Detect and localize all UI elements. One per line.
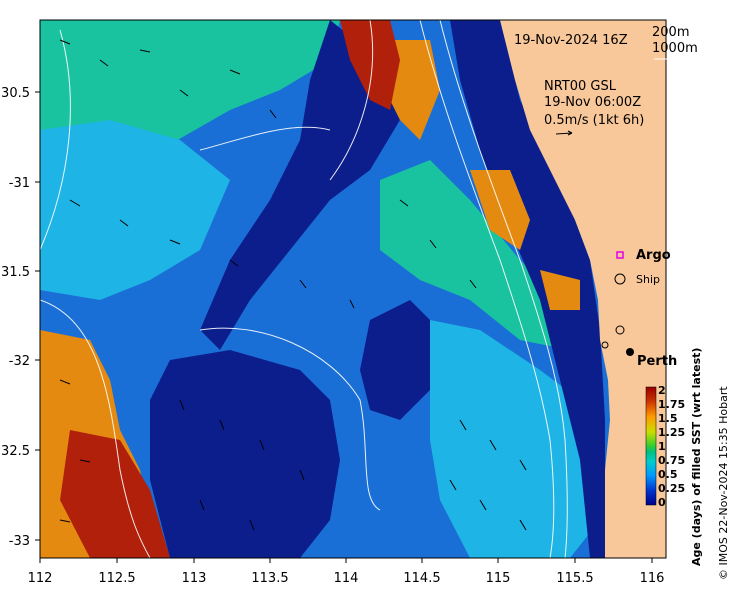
x-tick-label: 116	[640, 571, 665, 586]
isobath-label-200: 200m	[652, 25, 689, 40]
colorbar-tick: 0	[658, 496, 666, 509]
sst-patch	[430, 320, 600, 558]
colorbar-tick: 1.25	[658, 426, 685, 439]
date-label: 19-Nov-2024 16Z	[514, 33, 628, 48]
y-tick-label: 32.5	[1, 444, 30, 459]
credit-text: © IMOS 22-Nov-2024 15:35 Hobart	[717, 386, 730, 580]
colorbar	[645, 386, 657, 506]
map-field	[40, 20, 666, 558]
y-axis: 30.5 -31 31.5 -32 32.5 -33	[1, 86, 40, 549]
currents-time: 19-Nov 06:00Z	[544, 95, 641, 110]
isobath-contours	[40, 20, 568, 558]
arrow-head-icon	[567, 130, 573, 136]
sst-patch	[40, 120, 230, 300]
argo-label: Argo	[636, 248, 671, 263]
x-tick-label: 113	[182, 571, 207, 586]
colorbar-tick: 2	[658, 384, 666, 397]
isobath-label-1000: 1000m	[652, 41, 698, 56]
colorbar-tick: 1	[658, 440, 666, 453]
colorbar-tick: 0.25	[658, 482, 685, 495]
x-tick-label: 115	[486, 571, 511, 586]
x-tick-label: 114.5	[403, 571, 440, 586]
perth-marker	[626, 348, 634, 356]
x-tick-label: 113.5	[251, 571, 288, 586]
sst-patch	[450, 20, 605, 558]
colorbar-tick: 1.5	[658, 412, 678, 425]
sst-patch	[340, 20, 400, 110]
sst-patch	[380, 160, 570, 350]
current-vectors	[59, 39, 527, 531]
colorbar-tick: 0.5	[658, 468, 678, 481]
y-tick-label: -31	[9, 176, 30, 191]
land-mass	[500, 20, 666, 558]
sst-patch	[200, 20, 400, 350]
colorbar-ticks: 2 1.75 1.5 1.25 1 0.75 0.5 0.25 0	[658, 384, 685, 509]
ship-marker	[615, 325, 625, 335]
sst-patch	[360, 300, 440, 420]
x-axis: 112 112.5 113 113.5 114 114.5 115 115.5 116	[28, 558, 665, 586]
city-label: Perth	[637, 354, 677, 369]
scale-arrow-icon	[555, 132, 573, 135]
y-tick-label: 31.5	[1, 265, 30, 280]
x-tick-label: 115.5	[556, 571, 593, 586]
ship-marker	[601, 341, 609, 349]
argo-icon	[616, 251, 624, 259]
y-tick-label: 30.5	[1, 86, 30, 101]
currents-scale: 0.5m/s (1kt 6h)	[544, 113, 644, 128]
y-tick-label: -33	[9, 534, 30, 549]
sst-patch	[150, 350, 340, 558]
x-tick-label: 112.5	[98, 571, 135, 586]
sst-patch	[540, 270, 580, 310]
colorbar-tick: 1.75	[658, 398, 685, 411]
sst-patch	[470, 170, 530, 250]
y-tick-label: -32	[9, 354, 30, 369]
plot-frame	[39, 19, 667, 559]
ship-icon	[614, 273, 626, 285]
currents-title: NRT00 GSL	[544, 79, 617, 94]
colorbar-tick: 0.75	[658, 454, 685, 467]
x-tick-label: 112	[28, 571, 53, 586]
colorbar-title: Age (days) of filled SST (wrt latest)	[690, 348, 703, 566]
x-tick-label: 114	[334, 571, 359, 586]
ship-label: Ship	[636, 273, 660, 286]
